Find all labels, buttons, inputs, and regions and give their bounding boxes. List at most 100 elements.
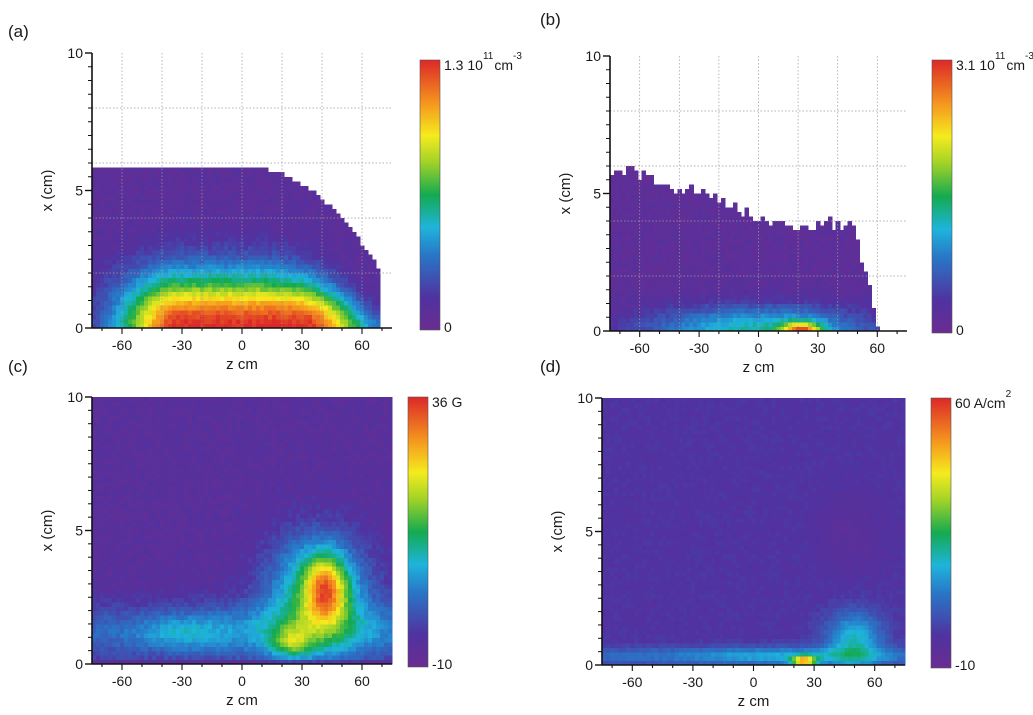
heat-cell [116,530,121,536]
heat-cell [168,204,173,210]
heat-cell [621,285,627,291]
heat-cell [112,583,117,589]
heat-cell [268,240,273,247]
heat-cell [768,280,773,286]
heat-cell [116,172,121,178]
heat-cell [300,323,305,329]
heat-cell [689,276,694,282]
heat-cell [252,231,257,237]
heat-cell [176,204,181,210]
heat-cell [136,323,141,329]
heat-cell [120,423,125,429]
heat-cell [120,570,125,576]
heat-cell [732,207,738,213]
heat-cell [140,268,145,274]
heat-cell [352,236,357,242]
heat-cell [720,207,726,213]
heat-cell [748,262,754,268]
heat-cell [328,295,333,302]
heat-cell [112,619,117,625]
heat-cell [625,294,631,300]
heat-cell [376,286,381,292]
heat-cell [728,257,734,263]
heat-cell [136,236,141,242]
heat-cell [100,423,105,429]
heat-cell [276,236,281,242]
heat-cell [629,285,635,291]
heat-cell [811,294,817,300]
heat-cell [332,291,337,297]
heat-cell [168,176,173,182]
heat-cell [124,441,129,447]
heat-cell [855,243,861,250]
heat-cell [625,221,631,227]
heat-cell [108,295,113,302]
heat-cell [677,294,682,300]
heat-cell [728,253,734,259]
heat-cell [140,503,145,509]
heat-cell [140,291,145,297]
heat-cell [124,172,129,178]
heat-cell [689,308,694,314]
heat-cell [192,208,197,215]
heat-cell [740,225,746,231]
heat-cell [128,490,133,496]
heat-cell [112,561,117,567]
heat-cell [120,167,125,173]
heat-cell [693,257,698,263]
heat-cell [136,548,141,554]
heat-cell [140,454,145,460]
heat-cell [176,277,181,283]
heat-cell [204,208,209,215]
heat-cell [780,248,785,254]
heat-cell [324,268,329,274]
heat-cell [760,216,766,222]
heat-cell [92,557,97,563]
heat-cell [244,213,249,219]
heat-cell [368,277,373,283]
heat-cell [649,188,655,195]
heat-cell [268,172,273,178]
heat-cell [228,309,233,315]
heat-cell [633,188,639,195]
heat-cell [712,312,718,318]
heat-cell [629,271,635,277]
heat-cell [124,273,129,279]
heat-cell [653,271,659,277]
heat-cell [272,195,277,201]
heat-cell [116,481,121,487]
heat-cell [709,308,714,314]
heat-cell [677,280,682,286]
heat-cell [653,225,659,231]
heat-cell [104,508,109,514]
heat-cell [324,277,329,283]
heat-cell [192,167,197,173]
heat-cell [748,303,754,309]
heat-cell [288,222,293,228]
heat-cell [372,318,377,325]
heat-cell [232,227,237,233]
heat-cell [677,321,682,328]
heat-cell [176,286,181,292]
heat-cell [693,285,698,291]
heat-cell [784,248,789,254]
heat-cell [772,326,777,332]
heat-cell [224,231,229,237]
heat-cell [112,490,117,496]
heat-cell [228,236,233,242]
heat-cell [328,240,333,247]
heat-cell [728,276,734,282]
heat-cell [152,273,157,279]
heat-cell [112,419,117,425]
heat-cell [851,262,857,268]
heat-cell [784,276,789,282]
heat-cell [689,285,694,291]
heat-cell [689,188,694,195]
heat-cell [128,597,133,603]
heat-cell [112,472,117,478]
heat-cell [320,273,325,279]
heat-cell [116,632,121,638]
heat-cell [120,610,125,616]
heat-cell [796,294,801,300]
heat-cell [352,309,357,315]
